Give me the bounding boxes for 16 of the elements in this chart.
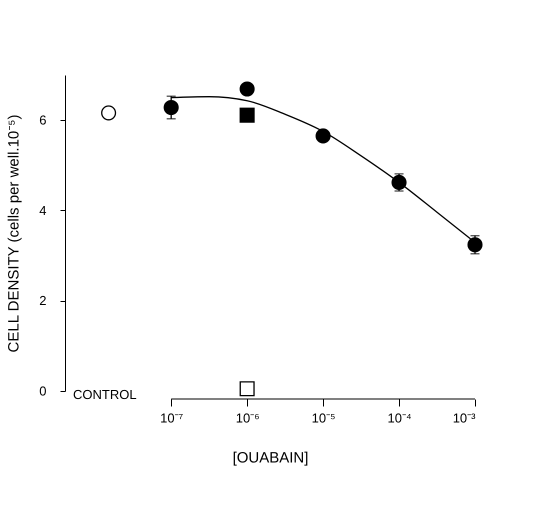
point xyxy=(392,174,407,190)
x-axis-title: [OUABAIN] xyxy=(232,450,308,466)
x-tick-label: 10⁻⁵ xyxy=(312,410,336,426)
point xyxy=(316,128,331,144)
annotation: CONTROL xyxy=(73,387,137,402)
y-axis-title: CELL DENSITY (cells per well.10⁻⁵) xyxy=(5,114,22,352)
x-tick-label: 10⁻⁷ xyxy=(160,410,184,426)
y-tick-label: 4 xyxy=(39,202,46,218)
x-tick-label: 10⁻⁶ xyxy=(236,410,260,426)
x-tick-label: 10⁻³ xyxy=(452,410,476,426)
y-tick-label: 0 xyxy=(39,384,46,398)
y-tick-label: 6 xyxy=(39,112,46,128)
y-tick-label: 2 xyxy=(39,293,46,308)
point xyxy=(467,237,483,252)
point xyxy=(240,81,255,97)
x-tick-label: 10⁻⁴ xyxy=(388,410,412,426)
